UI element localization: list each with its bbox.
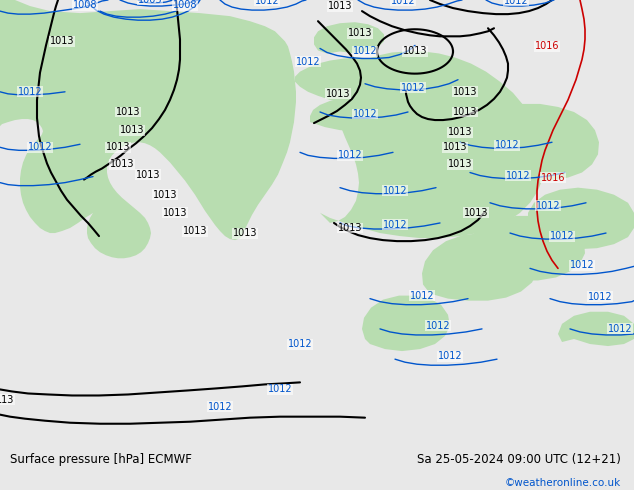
Polygon shape (469, 104, 599, 181)
Text: 1012: 1012 (570, 260, 594, 270)
Text: 1013: 1013 (443, 142, 467, 152)
Text: 1012: 1012 (437, 351, 462, 361)
Text: 1012: 1012 (506, 171, 530, 180)
Text: 1012: 1012 (536, 201, 560, 211)
Text: 1013: 1013 (116, 107, 140, 117)
Text: 1013: 1013 (136, 170, 160, 179)
Text: 1016: 1016 (534, 42, 559, 51)
Text: 1013: 1013 (233, 228, 257, 238)
Text: 1012: 1012 (208, 402, 232, 412)
Text: 1013: 1013 (120, 125, 145, 135)
Text: 1012: 1012 (255, 0, 280, 6)
Text: 1013: 1013 (403, 47, 427, 56)
Text: 1012: 1012 (383, 186, 407, 196)
Text: 1012: 1012 (607, 324, 632, 334)
Text: 1012: 1012 (425, 321, 450, 331)
Text: 1013: 1013 (328, 1, 353, 11)
Text: 1012: 1012 (495, 140, 519, 150)
Text: 1012: 1012 (391, 0, 415, 6)
Text: 1012: 1012 (410, 291, 434, 300)
Text: ©weatheronline.co.uk: ©weatheronline.co.uk (505, 478, 621, 488)
Text: 1012: 1012 (268, 385, 292, 394)
Text: 1012: 1012 (383, 220, 407, 230)
Text: 1012: 1012 (28, 142, 53, 152)
Text: 1013: 1013 (49, 36, 74, 47)
Text: 1013: 1013 (463, 208, 488, 218)
Text: 113: 113 (0, 394, 14, 405)
Text: 1012: 1012 (338, 150, 362, 160)
Text: 1013: 1013 (338, 223, 362, 233)
Text: 1012: 1012 (288, 339, 313, 349)
Text: 1013: 1013 (453, 107, 477, 117)
Text: Sa 25-05-2024 09:00 UTC (12+21): Sa 25-05-2024 09:00 UTC (12+21) (417, 453, 621, 466)
Polygon shape (295, 57, 400, 103)
Text: 1013: 1013 (163, 208, 187, 218)
Text: 1012: 1012 (401, 83, 425, 93)
Text: 1016: 1016 (541, 172, 566, 183)
Text: 1012: 1012 (353, 47, 377, 56)
Text: 1008: 1008 (172, 0, 197, 10)
Polygon shape (362, 295, 450, 351)
Text: 1013: 1013 (153, 190, 178, 200)
Text: 1013: 1013 (106, 142, 130, 152)
Polygon shape (558, 312, 634, 346)
Text: 1012: 1012 (588, 292, 612, 302)
Polygon shape (528, 188, 634, 249)
Polygon shape (0, 0, 296, 258)
Text: 1012: 1012 (18, 87, 42, 97)
Text: 1013: 1013 (348, 28, 372, 38)
Text: 1013: 1013 (448, 159, 472, 170)
Polygon shape (314, 22, 384, 53)
Polygon shape (422, 233, 538, 301)
Text: 1013: 1013 (110, 159, 134, 170)
Text: 1012: 1012 (353, 109, 377, 119)
Text: 1005: 1005 (138, 0, 162, 5)
Text: 1012: 1012 (503, 0, 528, 6)
Text: 1013: 1013 (326, 89, 350, 99)
Text: Surface pressure [hPa] ECMWF: Surface pressure [hPa] ECMWF (10, 453, 191, 466)
Polygon shape (310, 97, 388, 131)
Text: 1008: 1008 (73, 0, 97, 10)
Text: 1013: 1013 (448, 127, 472, 137)
Polygon shape (465, 216, 585, 280)
Text: 1012: 1012 (295, 56, 320, 67)
Text: 1013: 1013 (183, 226, 207, 236)
Text: 1012: 1012 (550, 231, 574, 241)
Text: 1013: 1013 (453, 87, 477, 97)
Polygon shape (320, 51, 545, 238)
